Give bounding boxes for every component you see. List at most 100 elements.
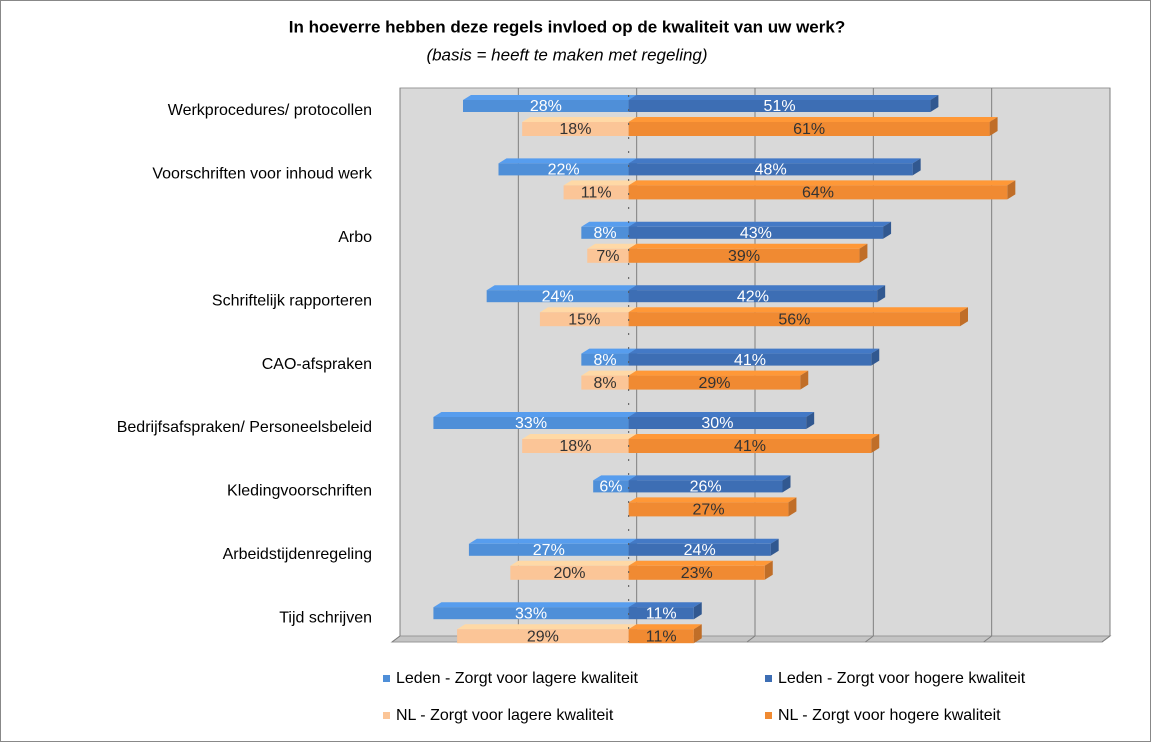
value-label: 42% xyxy=(737,288,769,305)
bar-top xyxy=(628,243,868,249)
category-label: CAO-afspraken xyxy=(262,356,372,373)
bar xyxy=(563,185,629,200)
bar-top xyxy=(628,307,968,313)
bar xyxy=(628,502,789,517)
value-label: 27% xyxy=(533,542,565,559)
bar xyxy=(628,565,765,580)
bar-end xyxy=(877,285,886,303)
bar xyxy=(628,607,694,620)
bar-top xyxy=(628,95,939,100)
bar-top xyxy=(628,434,880,439)
legend-label: Leden - Zorgt voor lagere kwaliteit xyxy=(396,670,638,687)
floor-tick xyxy=(1101,635,1111,643)
value-label: 18% xyxy=(559,121,591,138)
legend-label: NL - Zorgt voor hogere kwaliteit xyxy=(778,707,1001,724)
value-label: 43% xyxy=(740,225,772,242)
bar-top xyxy=(539,307,637,313)
value-label: 8% xyxy=(593,375,616,392)
bar-end xyxy=(859,243,868,263)
value-label: 27% xyxy=(693,502,725,519)
bar xyxy=(628,290,878,303)
bar-top xyxy=(628,538,779,544)
legend-swatch xyxy=(765,675,772,682)
bar xyxy=(433,417,629,429)
floor-tick xyxy=(865,635,874,643)
value-label: 29% xyxy=(698,375,730,392)
bar xyxy=(539,312,629,327)
bar xyxy=(628,248,860,263)
value-label: 33% xyxy=(515,605,547,622)
bar-top xyxy=(628,560,773,566)
value-label: 11% xyxy=(581,185,612,202)
bar-top xyxy=(522,434,637,439)
bar xyxy=(628,439,872,453)
category-label: Tijd schrijven xyxy=(279,609,372,626)
bar xyxy=(433,607,629,620)
value-label: 8% xyxy=(593,352,616,369)
bar xyxy=(498,163,629,176)
bar-end xyxy=(770,538,779,556)
bar-top xyxy=(628,412,815,417)
bar-top xyxy=(628,285,886,291)
bar xyxy=(628,226,884,239)
bars: Werkprocedures/ protocollen Voorschriften… xyxy=(117,95,1016,645)
value-label: 41% xyxy=(734,352,766,369)
legend-label: NL - Zorgt voor lagere kwaliteit xyxy=(396,707,614,724)
bar-top xyxy=(628,221,892,227)
value-label: 11% xyxy=(646,605,677,622)
bar-top xyxy=(522,117,637,122)
floor-tick xyxy=(746,635,756,643)
bar-end xyxy=(764,560,773,580)
value-label: 56% xyxy=(778,311,810,328)
bar xyxy=(628,375,801,390)
bar xyxy=(628,629,694,644)
bar-top xyxy=(628,370,809,376)
bar xyxy=(468,543,629,556)
bar-end xyxy=(871,348,880,366)
bar xyxy=(628,353,872,366)
bar xyxy=(628,122,990,136)
value-label: 15% xyxy=(568,311,600,328)
bar-end xyxy=(800,370,809,390)
bar-top xyxy=(433,602,637,608)
bar xyxy=(628,185,1008,200)
bar xyxy=(628,100,931,112)
bar xyxy=(628,417,807,429)
legend-label: Leden - Zorgt voor hogere kwaliteit xyxy=(778,670,1026,687)
bar-top xyxy=(593,475,637,481)
bar-end xyxy=(782,475,791,493)
bar-top xyxy=(457,624,637,630)
value-label: 8% xyxy=(593,225,616,242)
bar-top xyxy=(628,475,791,481)
bar-top xyxy=(581,348,637,354)
bar-top xyxy=(628,158,921,164)
bar xyxy=(522,439,629,453)
bar xyxy=(457,629,629,644)
category-label: Arbo xyxy=(338,229,372,246)
value-label: 41% xyxy=(734,438,766,455)
value-label: 29% xyxy=(527,628,559,645)
value-label: 26% xyxy=(690,479,722,496)
value-label: 61% xyxy=(793,121,825,138)
value-label: 6% xyxy=(599,479,622,496)
value-label: 23% xyxy=(681,565,713,582)
bar-top xyxy=(587,243,637,249)
legend-swatch xyxy=(383,675,390,682)
value-label: 30% xyxy=(701,415,733,432)
bar-top xyxy=(486,285,637,291)
value-label: 20% xyxy=(553,565,585,582)
bar-top xyxy=(628,602,702,608)
bar-top xyxy=(628,497,797,503)
category-label: Voorschriften voor inhoud werk xyxy=(152,166,373,183)
value-label: 48% xyxy=(755,162,787,179)
bar xyxy=(486,290,629,303)
value-label: 28% xyxy=(530,98,562,115)
bar-end xyxy=(930,95,939,112)
value-label: 39% xyxy=(728,248,760,265)
value-label: 33% xyxy=(515,415,547,432)
bar-end xyxy=(693,624,702,644)
bar-top xyxy=(498,158,637,164)
bar-end xyxy=(883,221,892,239)
value-label: 64% xyxy=(802,185,834,202)
bar xyxy=(593,480,629,493)
